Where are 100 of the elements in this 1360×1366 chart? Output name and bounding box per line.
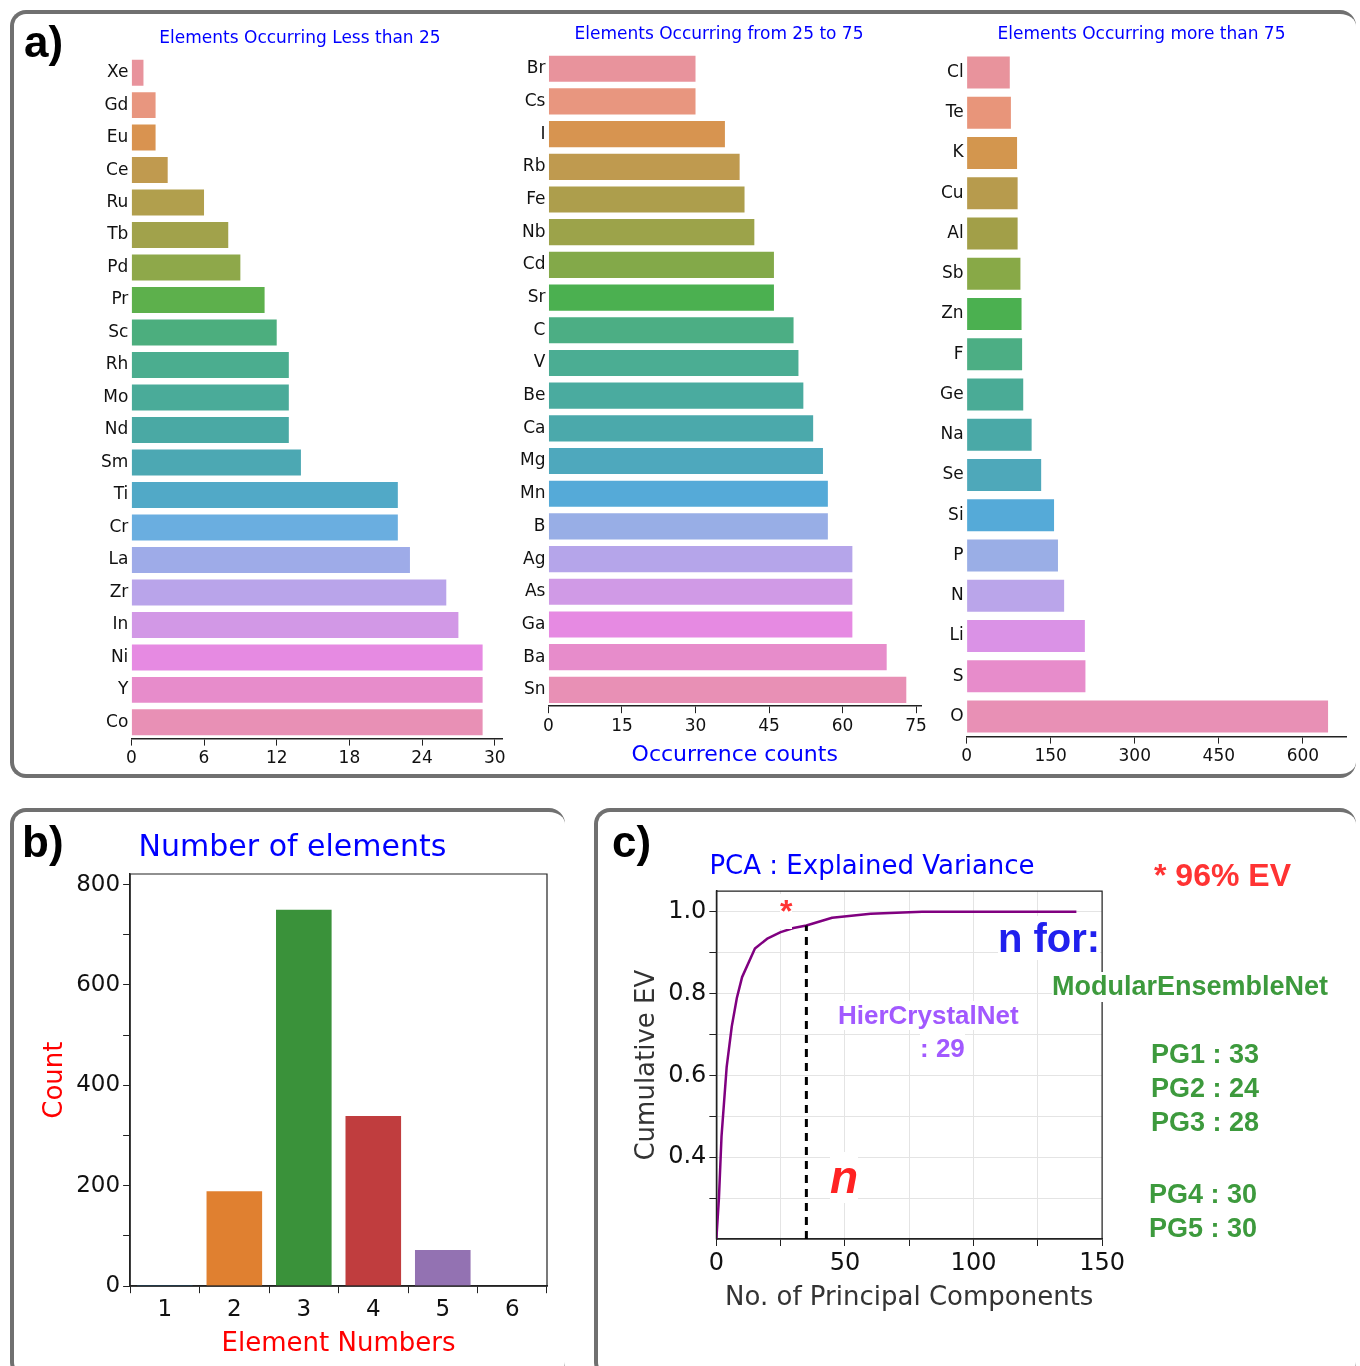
y-tick-label: Zn: [941, 302, 964, 323]
y-tick-label: Ge: [939, 382, 964, 403]
y-tick-label: V: [533, 351, 546, 372]
y-tick-label: Cl: [947, 60, 964, 81]
y-tick-label: As: [524, 580, 546, 601]
y-tick-label: Xe: [107, 61, 129, 82]
x-tick-label: 6: [504, 1294, 520, 1321]
y-tick-label: Li: [949, 624, 964, 645]
y-tick-label: Sr: [527, 286, 546, 306]
bar: [967, 539, 1058, 572]
bar: [131, 352, 289, 379]
bar: [131, 416, 289, 443]
x-tick-label: 75: [905, 714, 927, 735]
annotation: n for:: [998, 916, 1101, 960]
y-tick-label: La: [108, 548, 129, 569]
y-tick-label: 0.6: [668, 1059, 707, 1088]
bar: [967, 378, 1024, 411]
bar: [131, 59, 144, 86]
bar: [131, 319, 277, 346]
x-tick-label: 6: [198, 747, 210, 768]
text: PG3 : 28: [1151, 1107, 1260, 1138]
bar: [967, 136, 1018, 170]
x-tick-label: 2: [227, 1294, 242, 1321]
y-tick-label: Se: [942, 463, 964, 484]
y-tick-label: 200: [76, 1170, 121, 1197]
bar: [548, 251, 774, 278]
x-tick-label: 30: [483, 747, 506, 768]
y-tick-label: Te: [944, 101, 964, 122]
text: PG2 : 24: [1151, 1073, 1260, 1104]
bar: [131, 157, 168, 184]
bar: [967, 418, 1032, 451]
x-tick-label: 150: [1034, 745, 1067, 766]
x-axis-title: No. of Principal Components: [725, 1281, 1094, 1312]
bar: [131, 222, 229, 249]
x-tick-label: 60: [831, 714, 854, 735]
y-tick-label: Ce: [106, 158, 129, 179]
y-tick-label: 600: [76, 969, 121, 996]
y-tick-label: Cs: [524, 89, 546, 110]
x-tick-label: 18: [338, 747, 361, 768]
bar: [967, 458, 1042, 492]
y-tick-label: K: [952, 141, 965, 162]
bar: [548, 382, 804, 409]
y-tick-label: I: [540, 122, 546, 143]
y-tick-label: P: [953, 543, 964, 564]
x-tick-label: 4: [365, 1294, 381, 1321]
y-tick-label: 800: [76, 869, 121, 896]
chart-title: Elements Occurring from 25 to 75: [574, 22, 864, 43]
y-tick-label: Rh: [105, 353, 129, 374]
bar: [131, 546, 410, 573]
x-tick-label: 0: [708, 1247, 725, 1276]
x-tick-label: 100: [950, 1247, 997, 1276]
bar: [131, 449, 301, 476]
y-tick-label: Sc: [108, 320, 129, 341]
bar: [131, 611, 459, 638]
y-tick-label: Zr: [109, 580, 129, 601]
y-tick-label: Cd: [522, 253, 546, 274]
text: c): [612, 817, 652, 867]
y-tick-label: F: [953, 342, 964, 363]
x-axis-title: Element Numbers: [221, 1327, 456, 1358]
y-tick-label: Mg: [519, 449, 546, 470]
y-tick-label: Na: [940, 423, 964, 444]
bar: [967, 660, 1086, 693]
y-tick-label: Cr: [109, 515, 129, 536]
x-tick-label: 300: [1118, 745, 1151, 766]
y-tick-label: O: [950, 704, 964, 725]
bar: [967, 217, 1018, 250]
y-tick-label: Mo: [103, 385, 129, 406]
y-tick-label: N: [950, 584, 964, 605]
y-tick-label: Sb: [942, 262, 964, 283]
chart-title: Elements Occurring Less than 25: [159, 26, 441, 47]
y-tick-label: Ti: [112, 483, 129, 504]
y-tick-label: Y: [116, 678, 129, 699]
bar: [548, 611, 853, 638]
bar: [548, 284, 774, 311]
bar: [548, 153, 740, 180]
y-tick-label: Eu: [106, 126, 129, 147]
bar: [131, 254, 241, 281]
x-tick-label: 12: [265, 747, 288, 768]
bar: [414, 1250, 471, 1286]
bar: [548, 546, 853, 573]
annotation: : 29: [920, 1033, 965, 1063]
y-tick-label: Rb: [522, 155, 546, 176]
y-tick-label: Fe: [526, 187, 546, 208]
bar: [548, 349, 799, 377]
y-tick-label: Br: [526, 57, 546, 78]
chart-title: PCA : Explained Variance: [709, 850, 1035, 881]
bar: [131, 676, 483, 703]
annotation: *: [780, 893, 793, 930]
y-tick-label: Co: [106, 710, 129, 731]
chart-title: Number of elements: [138, 827, 447, 863]
y-tick-label: S: [952, 664, 964, 685]
y-tick-label: In: [112, 613, 129, 634]
y-tick-label: Ba: [523, 645, 546, 666]
bar: [548, 121, 725, 148]
y-tick-label: Gd: [104, 93, 129, 114]
text: b): [22, 817, 64, 867]
y-tick-label: 400: [76, 1070, 121, 1097]
bar: [206, 1191, 263, 1286]
bar: [548, 186, 745, 213]
bar: [967, 56, 1010, 89]
